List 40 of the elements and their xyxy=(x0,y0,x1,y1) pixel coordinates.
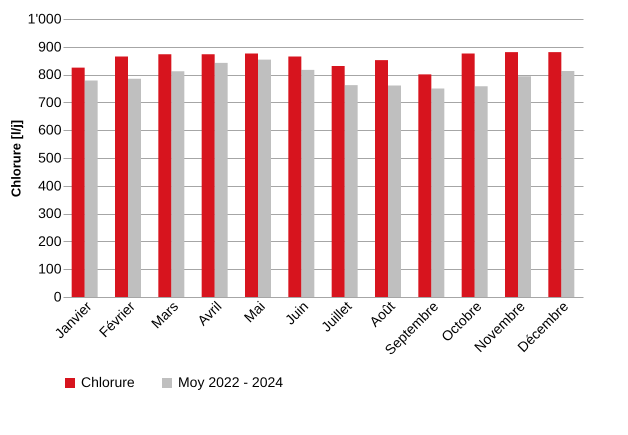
y-tick-label: 0 xyxy=(54,288,62,304)
bar xyxy=(505,52,518,297)
bar xyxy=(474,86,488,297)
bar xyxy=(431,88,444,297)
bar xyxy=(288,56,302,297)
y-tick-label: 400 xyxy=(38,177,62,194)
bar xyxy=(202,54,215,297)
bar xyxy=(462,53,475,297)
x-tick-label: Juin xyxy=(282,298,312,328)
bar xyxy=(561,70,574,297)
bar xyxy=(84,80,98,297)
y-tick-label: 900 xyxy=(38,38,62,54)
y-axis-title: Chlorure [l/j] xyxy=(8,120,24,198)
bar xyxy=(388,85,401,297)
y-tick-label: 700 xyxy=(38,94,62,110)
bar xyxy=(115,56,128,297)
bar xyxy=(258,60,271,297)
bar xyxy=(72,68,85,297)
bar xyxy=(214,62,228,297)
bar xyxy=(418,74,432,297)
y-tick-label: 500 xyxy=(38,150,62,166)
y-tick-label: 300 xyxy=(38,205,62,222)
bar xyxy=(344,85,358,297)
bar xyxy=(375,60,388,297)
bar xyxy=(301,70,314,297)
y-tick-label: 100 xyxy=(38,260,62,277)
y-tick-label: 1'000 xyxy=(28,10,62,26)
bar xyxy=(158,54,172,297)
bar xyxy=(332,66,345,297)
y-tick-label: 800 xyxy=(38,66,62,82)
legend-label: Moy 2022 - 2024 xyxy=(178,374,284,390)
y-tick-label: 200 xyxy=(38,232,62,249)
bar xyxy=(171,71,184,297)
bar xyxy=(128,78,141,297)
bar xyxy=(548,52,562,297)
x-tick-label: Mai xyxy=(240,298,268,326)
bar xyxy=(245,53,258,297)
legend-label: Chlorure xyxy=(81,374,135,390)
bar xyxy=(518,76,531,297)
y-tick-label: 600 xyxy=(38,122,62,138)
